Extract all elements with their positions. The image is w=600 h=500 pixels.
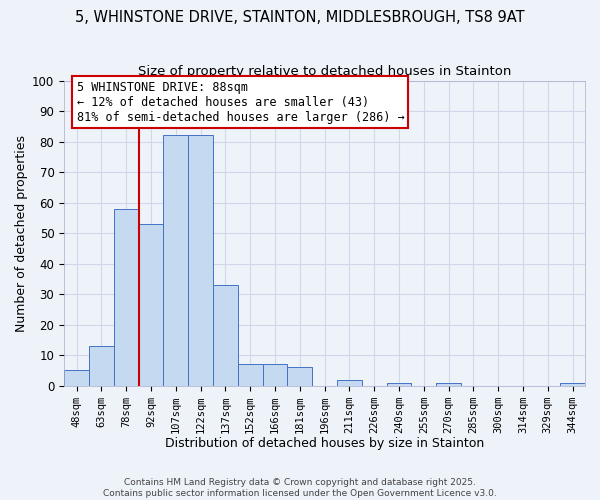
Bar — [287, 368, 312, 386]
Title: Size of property relative to detached houses in Stainton: Size of property relative to detached ho… — [138, 65, 511, 78]
Bar — [386, 382, 412, 386]
Bar — [163, 136, 188, 386]
Y-axis label: Number of detached properties: Number of detached properties — [15, 134, 28, 332]
Bar — [238, 364, 263, 386]
Bar — [188, 136, 213, 386]
Text: 5 WHINSTONE DRIVE: 88sqm
← 12% of detached houses are smaller (43)
81% of semi-d: 5 WHINSTONE DRIVE: 88sqm ← 12% of detach… — [77, 80, 404, 124]
Bar — [89, 346, 114, 386]
Bar — [560, 382, 585, 386]
Text: Contains HM Land Registry data © Crown copyright and database right 2025.
Contai: Contains HM Land Registry data © Crown c… — [103, 478, 497, 498]
Text: 5, WHINSTONE DRIVE, STAINTON, MIDDLESBROUGH, TS8 9AT: 5, WHINSTONE DRIVE, STAINTON, MIDDLESBRO… — [75, 10, 525, 25]
Bar — [139, 224, 163, 386]
Bar — [436, 382, 461, 386]
Bar — [64, 370, 89, 386]
X-axis label: Distribution of detached houses by size in Stainton: Distribution of detached houses by size … — [165, 437, 484, 450]
Bar — [213, 285, 238, 386]
Bar — [263, 364, 287, 386]
Bar — [114, 208, 139, 386]
Bar — [337, 380, 362, 386]
